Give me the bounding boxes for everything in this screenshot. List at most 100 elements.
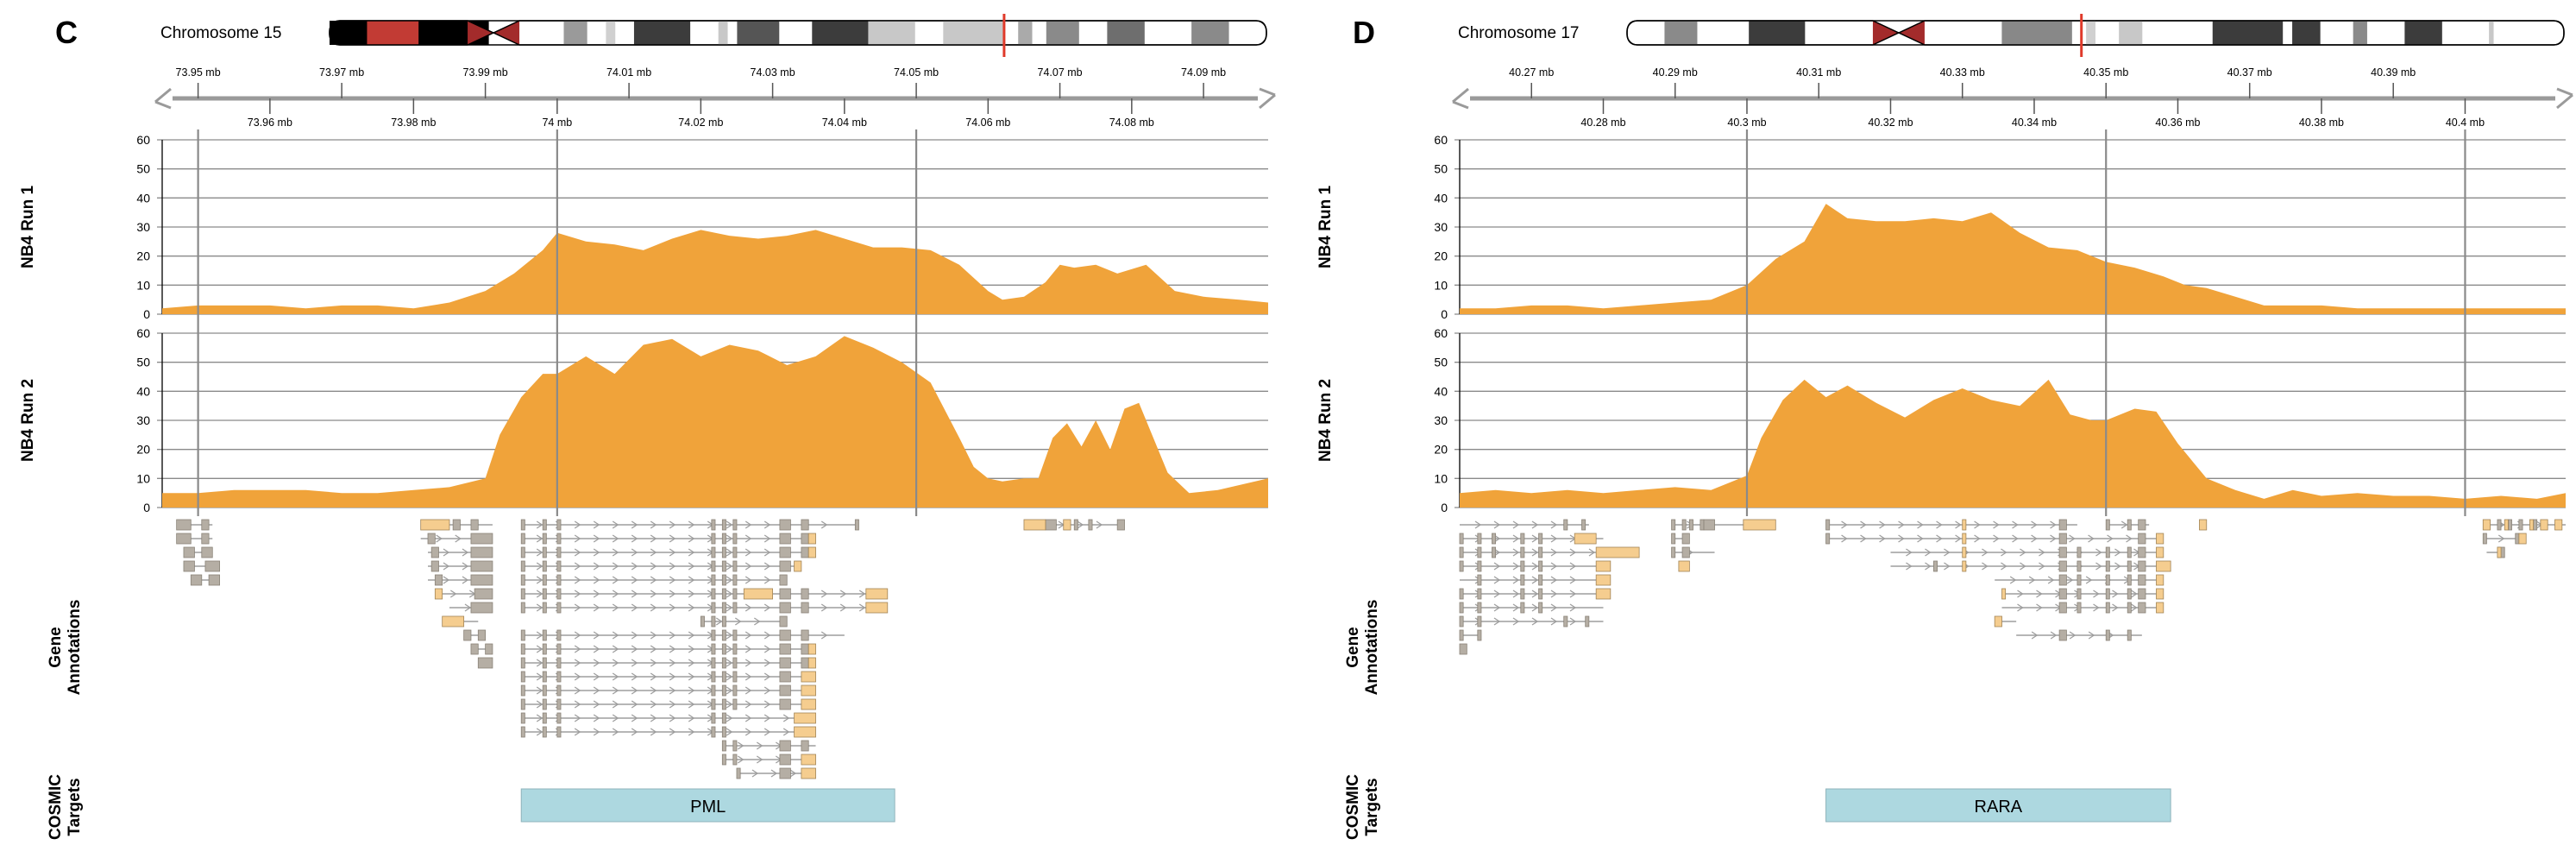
strand-arrow-icon — [688, 562, 695, 571]
utr-box — [1595, 546, 1640, 558]
gene-model — [1671, 533, 1690, 545]
strand-arrow-icon — [669, 672, 676, 681]
strand-arrow-icon — [1917, 520, 1924, 529]
gene-model — [428, 560, 493, 572]
exon-box — [2058, 519, 2067, 531]
strand-arrow-icon — [443, 562, 450, 571]
strand-arrow-icon — [1974, 520, 1981, 529]
strand-arrow-icon — [631, 590, 638, 598]
exon-box — [2105, 629, 2110, 641]
gene-model — [428, 574, 493, 586]
strand-arrow-icon — [2069, 534, 2076, 543]
exon-box — [2482, 533, 2487, 545]
strand-arrow-icon — [2031, 631, 2039, 640]
exon-box — [711, 519, 716, 531]
strand-arrow-icon — [631, 645, 638, 653]
exon-box — [711, 726, 716, 738]
utr-box — [865, 602, 889, 614]
strand-arrow-icon — [593, 534, 600, 543]
exon-box — [801, 519, 809, 531]
gene-annotations-track — [1459, 519, 2566, 655]
exon-box — [463, 629, 472, 641]
strand-arrow-icon — [745, 686, 752, 695]
strand-arrow-icon — [688, 700, 695, 709]
exon-box — [732, 698, 738, 710]
exon-box — [801, 643, 809, 655]
axis-tick-label: 40.29 mb — [1653, 66, 1698, 79]
track-label: NB4 Run 1 — [19, 186, 37, 269]
strand-arrow-icon — [2020, 562, 2026, 571]
strand-arrow-icon — [2001, 548, 2007, 557]
exon-box — [430, 546, 439, 558]
utr-box — [2156, 560, 2171, 572]
exon-box — [470, 602, 493, 614]
utr-box — [1962, 546, 1967, 558]
strand-arrow-icon — [1512, 576, 1520, 584]
exon-box — [1492, 533, 1497, 545]
utr-box — [807, 533, 816, 545]
strand-arrow-icon — [536, 714, 543, 722]
exon-box — [470, 643, 479, 655]
exon-box — [2127, 588, 2132, 600]
exon-box — [721, 519, 726, 531]
strand-arrow-icon — [1982, 548, 1989, 557]
gene-model — [1890, 546, 2164, 558]
strand-arrow-icon — [536, 686, 543, 695]
strand-arrow-icon — [1944, 562, 1951, 571]
strand-arrow-icon — [763, 548, 771, 557]
strand-arrow-icon — [1531, 520, 1539, 529]
axis-tick-label: 40.28 mb — [1580, 117, 1625, 129]
y-tick-label: 30 — [1434, 413, 1448, 427]
exon-box — [721, 643, 726, 655]
strand-arrow-icon — [2020, 548, 2026, 557]
gene-model — [520, 588, 889, 600]
exon-box — [556, 657, 562, 669]
ideogram-band — [2001, 21, 2072, 45]
ideogram-band — [2404, 21, 2442, 45]
exon-box — [1477, 588, 1482, 600]
exon-box — [183, 560, 195, 572]
utr-box — [2554, 519, 2563, 531]
strand-arrow-icon — [688, 728, 695, 736]
panel-c: C Chromosome 15 73.95 mb 73.97 mb 73.99 mb 74… — [19, 14, 1276, 840]
exon-box — [779, 671, 791, 683]
strand-arrow-icon — [756, 741, 763, 750]
utr-box — [1574, 533, 1597, 545]
gene-model — [520, 671, 816, 683]
ideogram-band — [737, 21, 780, 45]
strand-arrow-icon — [650, 714, 657, 722]
strand-arrow-icon — [726, 534, 733, 543]
strand-arrow-icon — [2050, 534, 2057, 543]
exon-box — [542, 546, 547, 558]
exon-box — [1681, 546, 1690, 558]
exon-box — [801, 740, 809, 752]
exon-box — [779, 519, 791, 531]
strand-arrow-icon — [1493, 617, 1501, 626]
coverage-track-2: 0 10 20 30 40 50 60 NB4 Run 2 — [1316, 326, 2566, 514]
gene-model — [1459, 588, 1612, 600]
track-label: NB4 Run 2 — [1316, 379, 1335, 462]
strand-arrow-icon — [2093, 590, 2100, 598]
exon-box — [721, 629, 726, 641]
gene-model — [1459, 615, 1604, 628]
exon-box — [542, 533, 547, 545]
strand-arrow-icon — [612, 603, 619, 612]
coverage-area — [162, 336, 1268, 508]
strand-arrow-icon — [820, 590, 828, 598]
exon-box — [485, 643, 493, 655]
ideogram-band — [1749, 21, 1806, 45]
utr-box — [801, 698, 816, 710]
strand-arrow-icon — [536, 672, 543, 681]
ideogram-band — [606, 21, 616, 45]
exon-box — [1700, 519, 1705, 531]
strand-arrow-icon — [593, 645, 600, 653]
exon-box — [542, 643, 547, 655]
exon-box — [520, 546, 525, 558]
gene-model — [1459, 533, 1604, 545]
ideogram-band — [718, 21, 728, 45]
strand-arrow-icon — [688, 534, 695, 543]
ideogram-band — [2292, 21, 2321, 45]
strand-arrow-icon — [753, 617, 761, 626]
ideogram-band — [2086, 21, 2095, 45]
